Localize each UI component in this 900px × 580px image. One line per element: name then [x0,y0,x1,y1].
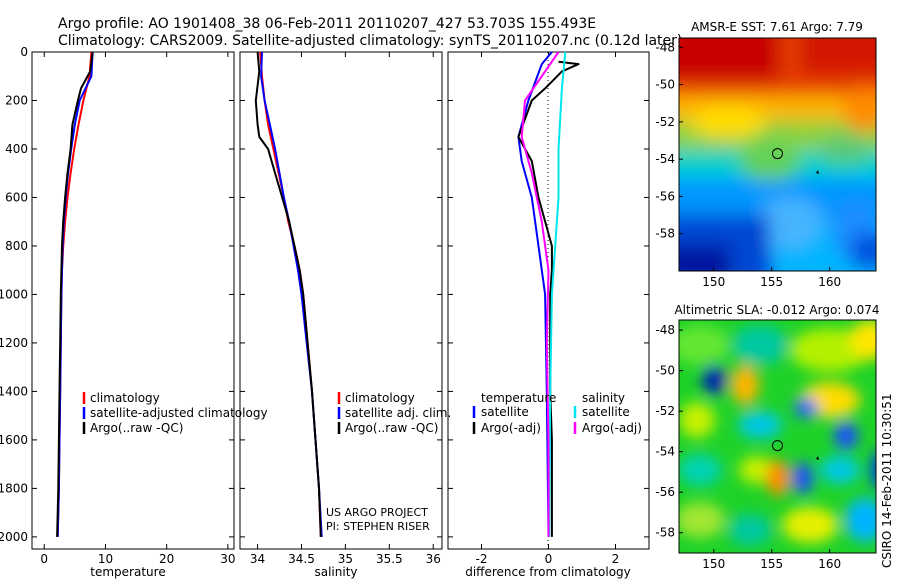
sla-heatmap [679,320,876,553]
map-y-tick-label: -58 [655,526,675,540]
y-tick-label: 1200 [0,336,28,350]
legend-label-climatology: climatology [345,391,415,405]
salinity-legend: climatology satellite adj. clim. Argo(..… [337,391,451,435]
map-y-tick-label: -50 [655,78,675,92]
y-tick-label: 600 [5,190,28,204]
series-line-satellite-adj-clim [260,51,323,537]
map-y-tick-label: -48 [655,323,675,337]
sst-map-panel: AMSR-E SST: 7.61 Argo: 7.79 [655,20,877,289]
legend-label-temp-satellite: satellite [481,405,529,419]
x-tick-label: 34.5 [288,552,315,566]
sla-map-title: Altimetric SLA: -0.012 Argo: 0.074 [674,303,879,317]
x-tick-label: 30 [220,552,235,566]
project-credit: US ARGO PROJECT [326,506,428,519]
legend-label-satellite-adjusted: satellite-adjusted climatology [90,406,268,420]
temperature-frame [31,51,235,550]
sst-heatmap [679,38,876,271]
x-tick-label: 2 [612,552,620,566]
map-y-tick-label: -48 [655,40,675,54]
y-tick-label: 400 [5,142,28,156]
temperature-panel: 0 10 20 30 0 200 400 600 800 1000 1200 1400 1600 1800… [0,45,268,579]
series-line-satellite-adjusted-climatology [56,51,94,537]
map-x-tick-label: 160 [818,557,841,571]
series-line-argo-raw-qc [254,51,322,537]
timestamp-stamp: CSIRO 14-Feb-2011 10:30:51 [880,393,894,568]
map-y-tick-label: -58 [655,227,675,241]
map-x-tick-label: 150 [702,557,725,571]
map-y-tick-label: -50 [655,364,675,378]
x-tick-label: 35.5 [376,552,403,566]
difference-panel: -2 0 2 difference from climatology tempera… [447,51,650,579]
legend-title-salinity: salinity [582,391,625,405]
y-tick-label: 1000 [0,287,28,301]
x-tick-label: 10 [98,552,113,566]
legend-label-argo: Argo(..raw -QC) [345,421,438,435]
series-line-argo-raw-qc [56,51,94,537]
map-y-tick-label: -56 [655,485,675,499]
y-tick-label: 0 [20,45,28,59]
y-tick-label: 2000 [0,530,28,544]
pi-credit: PI: STEPHEN RISER [326,520,430,533]
map-x-tick-label: 160 [818,275,841,289]
float-track-mark [816,170,819,174]
map-y-tick-label: -54 [655,445,675,459]
map-y-tick-label: -56 [655,189,675,203]
header-line1: Argo profile: AO 1901408_38 06-Feb-2011 … [58,16,596,32]
map-x-tick-label: 155 [760,557,783,571]
x-tick-label: -2 [476,552,488,566]
x-tick-label: 34 [250,552,265,566]
x-tick-label: 35 [338,552,353,566]
series-line-salinity-argo-adj [520,51,560,537]
sla-map-panel: Altimetric SLA: -0.012 Argo: 0.074 [655,303,879,571]
legend-label-satellite: satellite adj. clim. [345,406,451,420]
sst-map-frame [678,37,877,272]
temperature-legend: climatology satellite-adjusted climatolo… [82,391,268,435]
y-tick-label: 1400 [0,384,28,398]
map-x-tick-label: 155 [760,275,783,289]
float-position-marker [772,148,783,160]
map-y-tick-label: -54 [655,152,675,166]
y-tick-label: 1600 [0,433,28,447]
y-tick-label: 1800 [0,481,28,495]
x-tick-label: 20 [159,552,174,566]
sst-map-title: AMSR-E SST: 7.61 Argo: 7.79 [691,20,863,34]
legend-label-sal-satellite: satellite [582,405,630,419]
map-y-tick-label: -52 [655,115,675,129]
legend-label-sal-argo: Argo(-adj) [582,421,642,435]
x-tick-label: 0 [40,552,48,566]
salinity-panel: 34 34.5 35 35.5 36 salinity climatology sate… [239,51,451,579]
y-tick-label: 800 [5,239,28,253]
map-y-tick-label: -52 [655,404,675,418]
x-tick-label: 36 [426,552,441,566]
difference-legend: temperature satellite Argo(-adj) salinit… [472,391,642,435]
temperature-xlabel: temperature [90,565,165,579]
y-tick-label: 200 [5,93,28,107]
salinity-frame [239,51,443,550]
float-track-mark [816,456,819,460]
sla-map-frame [678,319,877,554]
map-x-tick-label: 150 [702,275,725,289]
series-line-salinity-satellite [548,51,567,537]
difference-xlabel: difference from climatology [465,565,631,579]
salinity-xlabel: salinity [314,565,357,579]
legend-label-temp-argo: Argo(-adj) [481,421,541,435]
x-tick-label: 0 [545,552,553,566]
legend-title-temperature: temperature [481,391,556,405]
float-position-marker [772,440,783,452]
legend-label-argo: Argo(..raw -QC) [90,421,183,435]
header-line2: Climatology: CARS2009. Satellite-adjuste… [58,33,682,49]
legend-label-climatology: climatology [90,391,160,405]
